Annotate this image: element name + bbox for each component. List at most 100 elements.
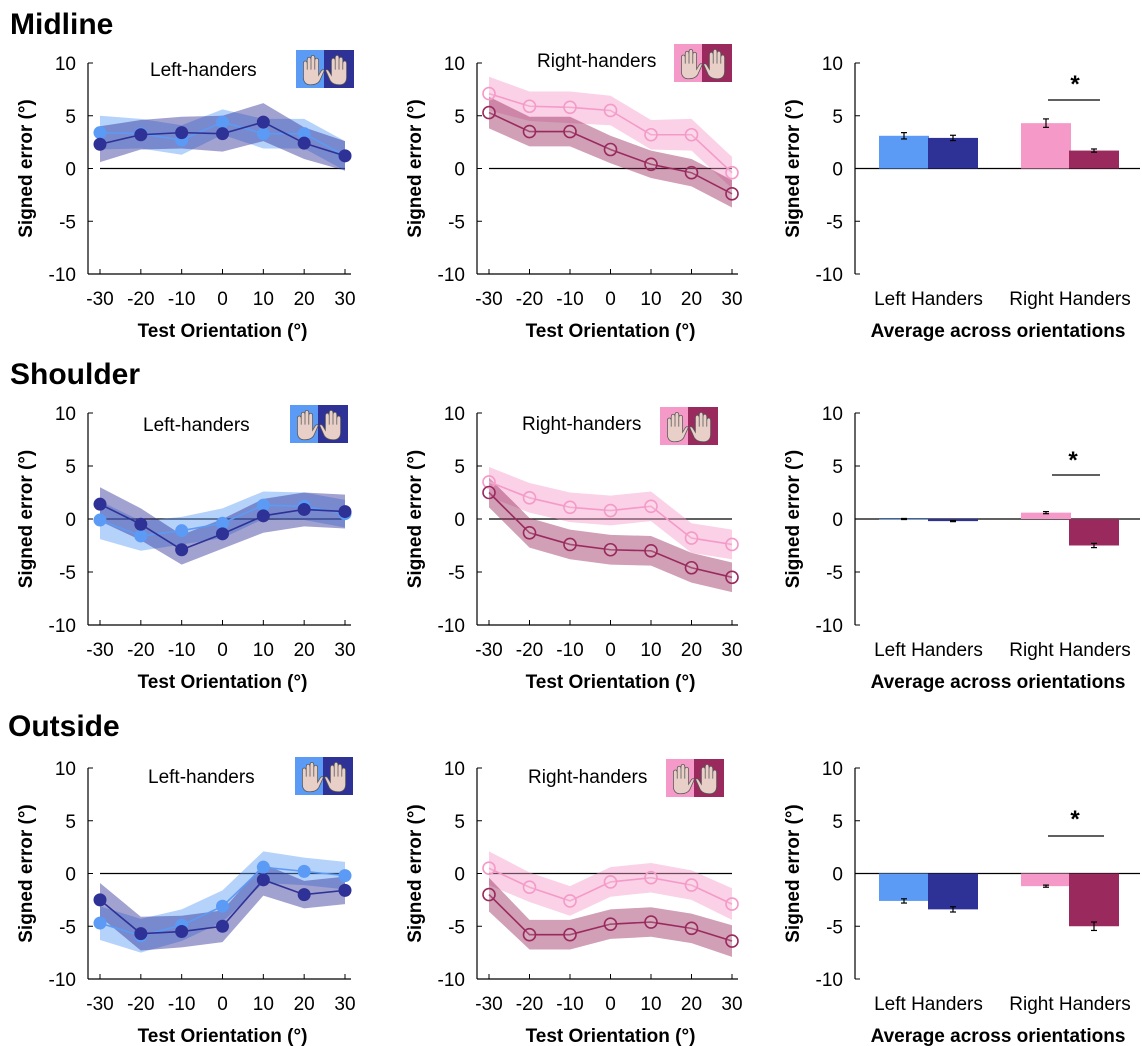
series-1-band [100,864,345,951]
right-hand-icon [689,411,711,443]
y-tick-label: 5 [65,457,76,478]
y-tick-label: 0 [65,160,76,181]
series-1-point [93,893,107,907]
y-tick-label: 10 [444,759,465,780]
x-axis-label: Test Orientation (°) [138,321,308,342]
y-axis-label: Signed error (°) [783,804,804,943]
y-tick-label: 10 [55,404,76,425]
panel-label: Left-handers [143,415,250,436]
bar-1-0 [1021,123,1071,169]
series-1-point [522,525,537,540]
series-1-band [489,477,732,593]
y-tick-label: -10 [49,970,76,991]
series-0-point [644,870,658,885]
y-tick-label: -5 [59,563,76,584]
category-label: Right Handers [1009,994,1130,1015]
series-1-point [175,543,189,557]
bar-1-0 [1021,873,1071,887]
panel-midline-average: 10 5 0 -5 -10 Signed error (°) Left Handers Rig… [783,54,1140,342]
series-0-point [482,86,496,101]
x-axis-label: Test Orientation (°) [138,672,308,693]
y-tick-label: 0 [454,510,465,531]
series-1-point [482,887,496,902]
series-0-point [684,531,699,545]
x-tick-label: 10 [253,640,274,661]
y-tick-label: -10 [438,265,465,286]
series-0-point [603,103,618,118]
series-1-point [338,505,352,519]
series-0-band [489,851,732,920]
series-1-point [563,537,577,552]
x-tick-label: -30 [86,994,113,1015]
series-0-point [175,524,189,538]
y-tick-label: -10 [438,616,465,637]
series-0-point [93,513,107,527]
x-tick-label: -10 [168,994,195,1015]
bar-1-1 [1069,150,1119,169]
series-1-point [684,921,699,936]
series-0-point [256,127,270,141]
x-tick-label: 10 [253,994,274,1015]
series-1-point [482,105,496,120]
row-title-midline: Midline [10,8,114,41]
series-1-point [297,502,311,516]
y-tick-label: 10 [822,404,843,425]
series-1-point [297,136,311,150]
series-1-point [603,542,618,557]
series-0-point [644,499,658,514]
y-tick-label: 5 [832,107,843,128]
series-0-point [522,880,537,895]
category-label: Left Handers [874,640,983,661]
x-tick-label: -10 [556,994,583,1015]
x-tick-label: -20 [127,289,154,310]
series-1-point [175,126,189,140]
x-tick-label: 20 [681,994,702,1015]
x-tick-label: -20 [516,640,543,661]
y-tick-label: -10 [816,616,843,637]
y-tick-label: 5 [832,812,843,833]
significance-star: * [1070,806,1080,833]
x-tick-label: 0 [605,289,616,310]
series-0-line [488,867,733,905]
right-hand-icon [319,409,341,441]
series-1-band [489,96,732,208]
series-0-line [488,92,733,174]
series-0-point [338,869,352,883]
series-1-line [488,894,733,942]
y-tick-label: -10 [49,616,76,637]
series-1-point [93,137,107,151]
category-label: Left Handers [874,289,983,310]
x-tick-label: -10 [556,289,583,310]
x-axis-label: Average across orientations [871,1026,1126,1046]
series-0-point [522,490,537,505]
y-tick-label: 0 [65,865,76,886]
y-tick-label: 5 [65,812,76,833]
y-tick-label: 5 [832,457,843,478]
x-tick-label: 20 [681,289,702,310]
y-tick-label: -5 [59,917,76,938]
y-axis-label: Signed error (°) [405,450,426,589]
series-1-point [338,883,352,897]
series-0-point [684,127,699,142]
y-tick-label: -5 [826,212,843,233]
series-0-point [482,861,496,876]
left-hand-icon [297,409,319,441]
series-0-point [522,99,537,114]
y-axis-label: Signed error (°) [16,804,37,943]
x-tick-label: -30 [475,640,502,661]
series-1-point [644,543,658,558]
x-tick-label: 20 [294,994,315,1015]
series-1-point [725,934,739,948]
series-1-point [256,115,270,129]
series-1-point [216,127,229,141]
series-1-point [216,919,229,933]
left-hand-icon [667,411,689,443]
y-tick-label: -5 [826,563,843,584]
y-tick-label: 5 [454,107,465,128]
x-tick-label: 30 [721,289,742,310]
series-1-point [175,925,189,939]
series-1-point [522,927,537,942]
series-1-band [489,877,732,957]
x-tick-label: -20 [127,994,154,1015]
